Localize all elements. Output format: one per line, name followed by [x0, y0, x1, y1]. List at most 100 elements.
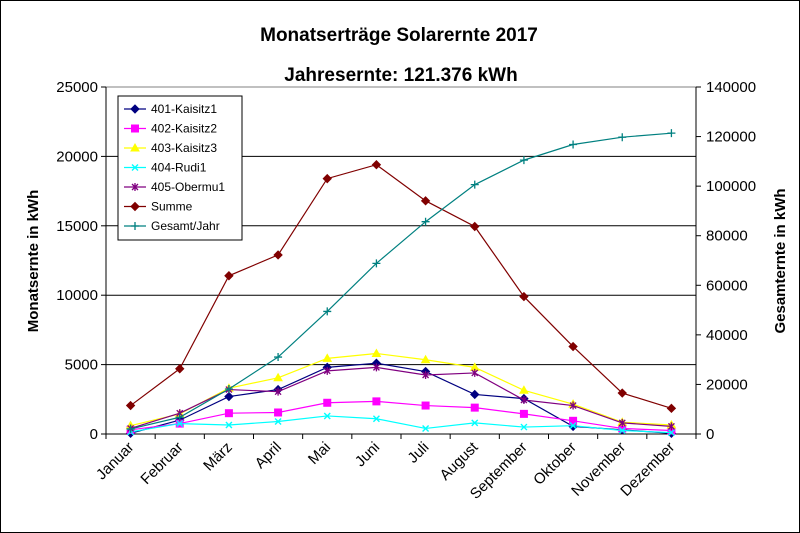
series-line-summe [130, 164, 672, 409]
data-point-summe [125, 400, 136, 411]
y-tick-label: 10000 [56, 287, 98, 304]
data-point-402-kaisitz2 [274, 408, 283, 417]
legend-label-403-kaisitz3: 403-Kaisitz3 [151, 141, 217, 155]
legend-marker-403-kaisitz3 [130, 142, 140, 152]
y2-tick-label: 0 [706, 426, 714, 443]
data-point-405-obermu1 [422, 371, 430, 380]
data-point-404-rudi1 [225, 421, 233, 429]
data-point-405-obermu1 [520, 395, 528, 404]
legend-marker-405-obermu1 [131, 183, 139, 191]
x-tick-label: Mai [305, 439, 334, 468]
data-point-gesamt-jahr [421, 217, 430, 226]
legend-marker-401-kaisitz1 [130, 104, 140, 114]
data-point-404-rudi1 [323, 412, 331, 420]
data-point-402-kaisitz2 [421, 401, 430, 410]
x-tick-label: August [437, 438, 483, 484]
y-tick-label: 0 [90, 426, 98, 443]
y2-tick-label: 100000 [706, 178, 756, 195]
data-point-403-kaisitz3 [322, 353, 333, 362]
data-point-401-kaisitz1 [224, 391, 234, 402]
data-point-403-kaisitz3 [420, 354, 431, 364]
y2-tick-label: 20000 [706, 376, 748, 393]
y2-tick-label: 140000 [706, 79, 756, 96]
data-point-gesamt-jahr [126, 424, 135, 433]
data-point-summe [273, 250, 283, 260]
y2-tick-label: 60000 [706, 277, 748, 294]
data-point-gesamt-jahr [618, 133, 627, 142]
legend-marker-gesamt-jahr [131, 222, 139, 230]
data-point-404-rudi1 [274, 418, 282, 426]
data-point-402-kaisitz2 [224, 409, 233, 418]
data-point-403-kaisitz3 [519, 385, 529, 394]
data-point-405-obermu1 [618, 418, 626, 427]
data-point-404-rudi1 [422, 424, 430, 432]
data-point-summe [519, 291, 529, 302]
data-point-404-rudi1 [569, 422, 577, 430]
data-point-402-kaisitz2 [470, 403, 479, 412]
y-tick-label: 15000 [56, 218, 98, 235]
chart-subtitle: Jahresernte: 121.376 kWh [284, 65, 517, 86]
data-point-summe [322, 173, 332, 184]
data-point-gesamt-jahr [667, 129, 676, 138]
data-point-gesamt-jahr [274, 353, 283, 362]
legend-label-gesamt-jahr: Gesamt/Jahr [151, 219, 220, 233]
x-tick-label: Februar [137, 439, 186, 488]
data-point-402-kaisitz2 [519, 409, 528, 418]
x-tick-label: April [252, 439, 285, 472]
data-point-405-obermu1 [471, 368, 479, 377]
data-point-summe [666, 403, 677, 414]
y-axis-label: Monatsernte in kWh [25, 190, 42, 333]
data-point-401-kaisitz1 [470, 389, 480, 400]
data-point-405-obermu1 [323, 366, 331, 375]
data-point-402-kaisitz2 [569, 416, 578, 425]
x-tick-label: Oktober [530, 439, 580, 489]
data-point-gesamt-jahr [372, 259, 381, 268]
data-point-404-rudi1 [667, 429, 675, 437]
data-point-summe [617, 388, 627, 398]
data-point-gesamt-jahr [323, 307, 332, 316]
data-point-gesamt-jahr [224, 385, 233, 394]
series-line-402-kaisitz2 [130, 400, 672, 432]
legend-label-402-kaisitz2: 402-Kaisitz2 [151, 122, 217, 136]
data-point-405-obermu1 [667, 422, 675, 431]
y2-axis-label: Gesamternte in kWh [772, 188, 789, 333]
data-point-gesamt-jahr [519, 156, 528, 165]
x-tick-label: Januar [93, 439, 137, 483]
data-point-gesamt-jahr [470, 180, 479, 189]
y2-tick-label: 40000 [706, 327, 748, 344]
data-point-gesamt-jahr [569, 140, 578, 149]
data-point-summe [470, 221, 480, 232]
data-point-402-kaisitz2 [372, 397, 381, 406]
data-point-404-rudi1 [176, 420, 184, 428]
series-line-403-kaisitz3 [130, 352, 672, 427]
y2-tick-label: 80000 [706, 228, 748, 245]
data-point-404-rudi1 [372, 415, 380, 423]
x-tick-label: Juni [352, 439, 383, 470]
y2-tick-label: 120000 [706, 129, 756, 146]
data-point-404-rudi1 [618, 427, 626, 435]
legend-label-405-obermu1: 405-Obermu1 [151, 180, 225, 194]
data-point-403-kaisitz3 [371, 348, 382, 357]
legend-marker-summe [130, 201, 140, 212]
data-point-403-kaisitz3 [273, 372, 283, 382]
x-tick-label: Juli [404, 439, 432, 467]
data-point-summe [175, 364, 185, 374]
data-point-gesamt-jahr [175, 413, 184, 422]
data-point-404-rudi1 [471, 419, 479, 427]
chart-title: Monatserträge Solarernte 2017 [260, 25, 538, 46]
x-tick-label: Dezember [617, 439, 678, 500]
legend-label-401-kaisitz1: 401-Kaisitz1 [151, 102, 217, 116]
data-point-405-obermu1 [569, 401, 577, 410]
y-tick-label: 5000 [65, 357, 98, 374]
legend-label-summe: Summe [151, 200, 193, 214]
legend-marker-404-rudi1 [131, 164, 139, 171]
data-point-404-rudi1 [520, 423, 528, 431]
y-tick-label: 20000 [56, 148, 98, 165]
y-tick-label: 25000 [56, 79, 98, 96]
legend-marker-402-kaisitz2 [131, 124, 139, 133]
series-line-405-obermu1 [130, 366, 672, 430]
data-point-405-obermu1 [274, 387, 282, 396]
data-point-summe [224, 271, 234, 281]
